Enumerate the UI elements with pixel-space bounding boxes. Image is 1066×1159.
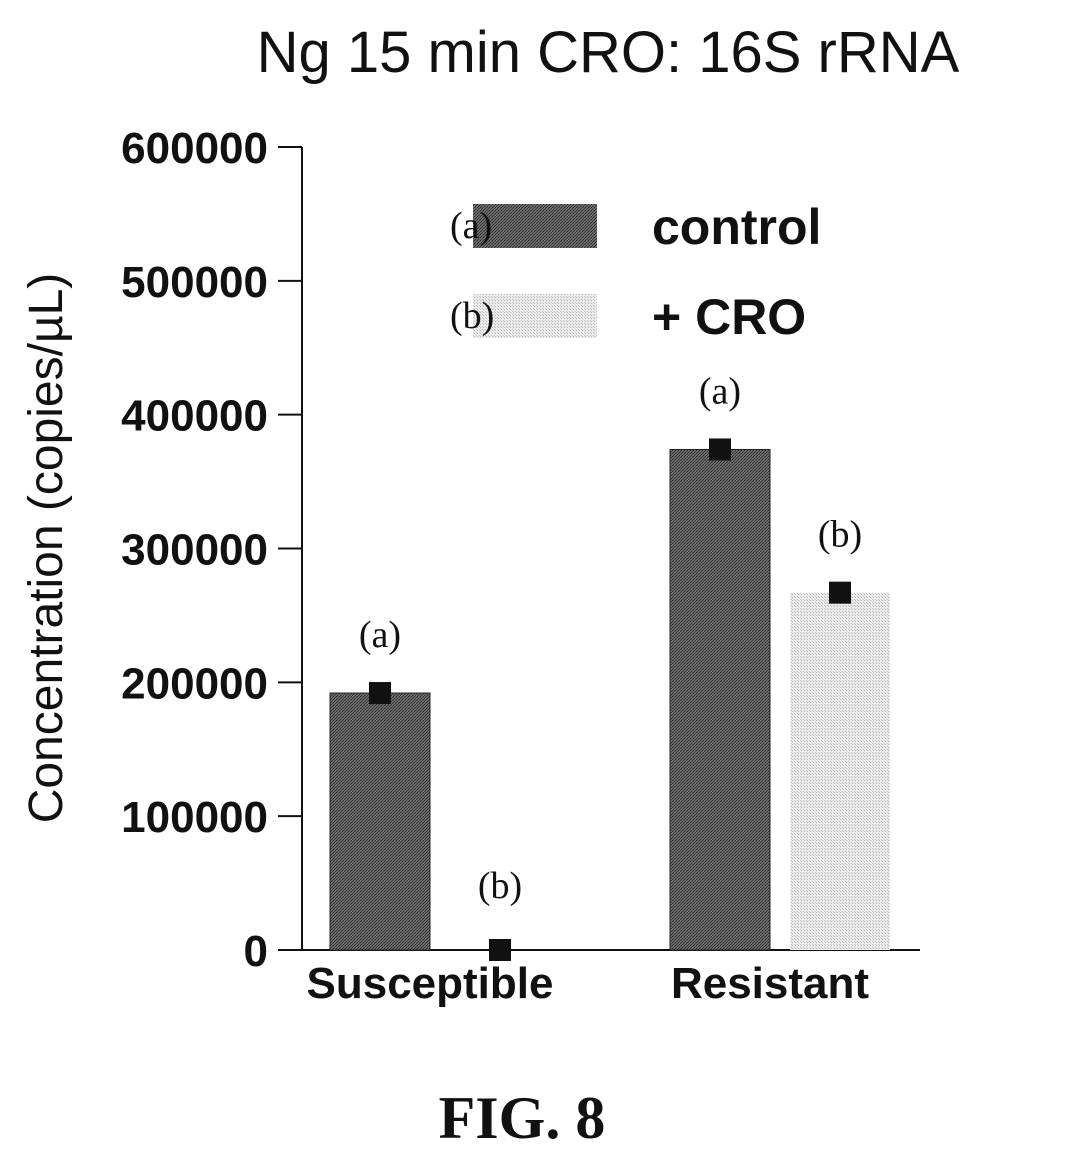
figure-caption: FIG. 8 — [439, 1085, 606, 1151]
bar-control-resistant — [669, 448, 771, 951]
legend: (a) control (b) + CRO — [450, 199, 821, 345]
y-tick-label: 400000 — [121, 392, 268, 441]
y-tick-label: 600000 — [121, 124, 268, 173]
y-tick-label: 300000 — [121, 526, 268, 575]
y-axis-label: Concentration (copies/µL) — [20, 273, 73, 824]
y-axis: 0 100000 200000 300000 400000 500000 600000 — [121, 124, 303, 976]
y-tick-label: 100000 — [121, 793, 268, 842]
mean-marker — [709, 438, 731, 461]
significance-annotation: (a) — [699, 370, 741, 412]
legend-marker: (b) — [450, 295, 494, 337]
legend-label: + CRO — [652, 289, 806, 345]
legend-label: control — [652, 199, 821, 255]
legend-swatch — [473, 204, 597, 248]
mean-marker — [829, 581, 851, 604]
annotations: (a) (a) (b) (b) — [359, 370, 862, 907]
legend-marker: (a) — [450, 205, 492, 247]
bar-control-susceptible — [329, 692, 431, 951]
significance-annotation: (b) — [478, 865, 522, 907]
significance-annotation: (a) — [359, 614, 401, 656]
legend-swatch — [473, 294, 597, 338]
significance-annotation: (b) — [818, 514, 862, 556]
x-axis: Susceptible Resistant — [302, 949, 920, 1008]
bars — [329, 438, 890, 961]
x-tick-label: Resistant — [671, 959, 869, 1008]
mean-marker — [369, 682, 391, 705]
chart-title: Ng 15 min CRO: 16S rRNA — [257, 20, 960, 85]
y-tick-label: 500000 — [121, 258, 268, 307]
y-tick-label: 200000 — [121, 659, 268, 708]
bar-cro-resistant — [790, 592, 890, 950]
y-tick-label: 0 — [244, 927, 268, 976]
x-tick-label: Susceptible — [307, 959, 554, 1008]
mean-marker — [489, 939, 511, 961]
